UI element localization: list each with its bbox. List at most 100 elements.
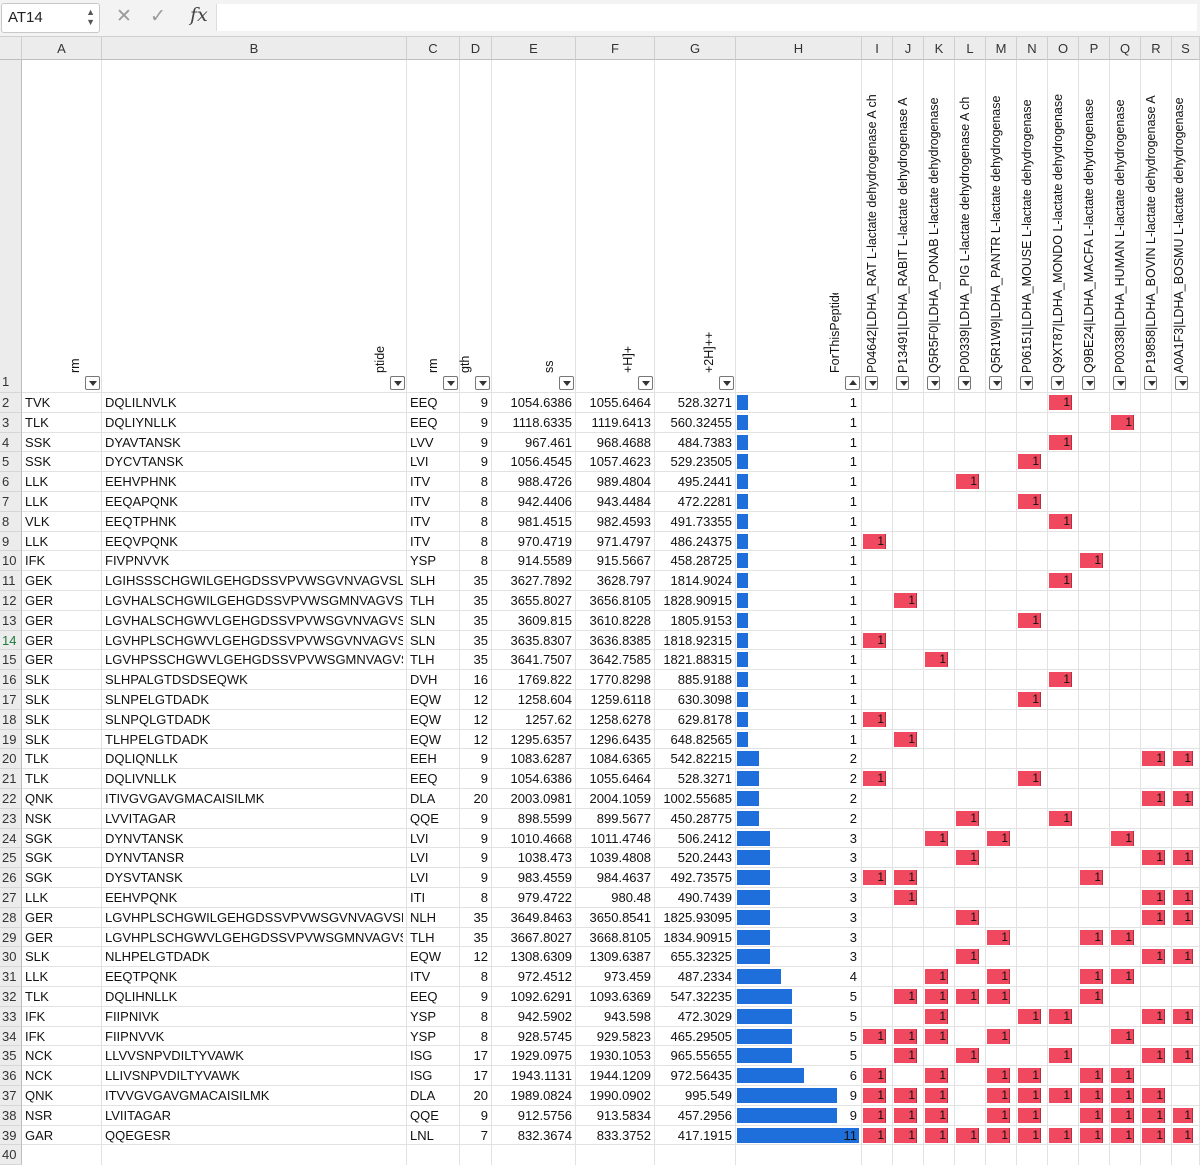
cell-c[interactable]: YSP (410, 553, 437, 569)
column-header-n[interactable]: N (1017, 37, 1048, 60)
column-header-a[interactable]: A (22, 37, 102, 60)
cell-e[interactable]: 1083.6287 (510, 751, 572, 767)
cell-h[interactable]: 2 (849, 810, 857, 826)
cell-c[interactable]: TLH (410, 593, 435, 608)
cell-f[interactable]: 3642.7585 (589, 652, 651, 668)
cell-f[interactable]: 2004.1059 (589, 791, 651, 806)
match-flag[interactable]: 1 (1142, 1088, 1165, 1103)
cell-f[interactable]: 968.4688 (596, 434, 651, 450)
match-flag[interactable]: 1 (987, 1028, 1010, 1044)
cell-a[interactable]: IFK (25, 1008, 46, 1024)
cell-g[interactable]: 529.23505 (670, 454, 732, 470)
cell-g[interactable]: 506.2412 (677, 830, 732, 846)
cell-b[interactable]: SLHPALGTDSDSEQWK (105, 672, 248, 688)
cell-c[interactable]: EEH (410, 751, 437, 767)
cell-f[interactable]: 1296.6435 (589, 731, 651, 747)
cell-c[interactable]: DLA (410, 1088, 436, 1103)
cell-g[interactable]: 885.9188 (677, 672, 732, 688)
match-flag[interactable]: 1 (925, 989, 948, 1004)
match-flag[interactable]: 1 (956, 909, 979, 925)
cell-g[interactable]: 1825.93095 (663, 909, 732, 925)
row-header[interactable]: 37 (0, 1086, 22, 1106)
cell-g[interactable]: 465.29505 (670, 1028, 732, 1044)
cell-d[interactable]: 8 (480, 969, 488, 985)
cell-h[interactable]: 1 (849, 711, 857, 727)
cell-e[interactable]: 3667.8027 (510, 929, 572, 945)
match-flag[interactable]: 1 (1173, 850, 1193, 866)
cell-g[interactable]: 492.73575 (670, 870, 732, 886)
cell-d[interactable]: 9 (480, 810, 488, 826)
row-header[interactable]: 33 (0, 1006, 22, 1027)
cell-a[interactable]: TLK (25, 751, 49, 767)
match-flag[interactable]: 1 (1049, 1008, 1072, 1024)
cell-d[interactable]: 35 (473, 573, 488, 589)
cell-c[interactable]: SLN (410, 632, 436, 648)
row-header[interactable]: 23 (0, 808, 22, 829)
cell-e[interactable]: 1118.6335 (512, 414, 572, 430)
row-header[interactable]: 26 (0, 868, 22, 888)
cell-g[interactable]: 630.3098 (677, 692, 732, 707)
match-flag[interactable]: 1 (894, 1048, 917, 1064)
cell-c[interactable]: NLH (410, 909, 437, 925)
cell-f[interactable]: 1039.4808 (589, 850, 651, 866)
filter-dropdown[interactable] (1082, 376, 1095, 390)
cell-b[interactable]: ITVVGVGAVGMACAISILMK (105, 1088, 270, 1103)
match-flag[interactable]: 1 (1080, 929, 1103, 945)
cell-b[interactable]: EEQVPQNK (105, 533, 178, 549)
match-flag[interactable]: 1 (1049, 395, 1072, 410)
cell-d[interactable]: 9 (480, 870, 488, 886)
column-header-f[interactable]: F (576, 37, 655, 60)
cell-f[interactable]: 982.4593 (596, 513, 651, 529)
cell-f[interactable]: 3668.8105 (589, 929, 651, 945)
cell-e[interactable]: 1038.473 (517, 850, 572, 866)
match-flag[interactable]: 1 (1080, 553, 1103, 569)
cell-b[interactable]: NLHPELGTDADK (105, 949, 210, 965)
row-header[interactable]: 18 (0, 709, 22, 730)
column-header-j[interactable]: J (893, 37, 924, 60)
cell-g[interactable]: 972.56435 (670, 1068, 732, 1084)
cell-e[interactable]: 1989.0824 (510, 1088, 572, 1103)
match-flag[interactable]: 1 (1080, 1127, 1103, 1143)
cell-g[interactable]: 472.3029 (677, 1008, 732, 1024)
cell-h[interactable]: 6 (849, 1068, 857, 1084)
cell-e[interactable]: 983.4559 (517, 870, 572, 886)
match-flag[interactable]: 1 (863, 771, 886, 787)
row-header[interactable]: 10 (0, 551, 22, 572)
filter-dropdown-b[interactable] (390, 376, 405, 390)
cell-e[interactable]: 988.4726 (517, 474, 572, 490)
cell-f[interactable]: 1930.1053 (589, 1048, 651, 1064)
cell-f[interactable]: 929.5823 (596, 1028, 651, 1044)
cell-b[interactable]: EEQTPHNK (105, 513, 177, 529)
row-header[interactable]: 27 (0, 888, 22, 908)
cell-e[interactable]: 928.5745 (517, 1028, 572, 1044)
cell-a[interactable]: LLK (25, 533, 49, 549)
cell-c[interactable]: LVI (410, 830, 429, 846)
row-header[interactable]: 7 (0, 492, 22, 512)
cell-b[interactable]: DQLIYNLLK (105, 414, 177, 430)
row-header[interactable]: 28 (0, 907, 22, 928)
cell-g[interactable]: 995.549 (685, 1088, 732, 1103)
cell-c[interactable]: DLA (410, 791, 436, 806)
cell-e[interactable]: 1054.6386 (510, 395, 572, 410)
column-header-s[interactable]: S (1172, 37, 1200, 60)
cell-g[interactable]: 520.2443 (677, 850, 732, 866)
cell-a[interactable]: QNK (25, 1088, 54, 1103)
row-header[interactable]: 2 (0, 393, 22, 413)
match-flag[interactable]: 1 (894, 1127, 917, 1143)
filter-dropdown[interactable] (1051, 376, 1064, 390)
match-flag[interactable]: 1 (1142, 1127, 1165, 1143)
cell-b[interactable]: LGVHPSSCHGWVLGEHGDSSVPVWSGMNVAGVSLK (105, 652, 403, 668)
row-header[interactable]: 19 (0, 729, 22, 750)
cell-a[interactable]: SLK (25, 711, 50, 727)
match-flag[interactable]: 1 (1080, 969, 1103, 985)
name-box[interactable]: AT14 ▲ ▼ (1, 3, 100, 33)
cell-d[interactable]: 35 (473, 632, 488, 648)
cell-a[interactable]: LLK (25, 474, 49, 490)
match-flag[interactable]: 1 (1173, 791, 1193, 806)
row-header[interactable]: 11 (0, 571, 22, 591)
cell-a[interactable]: SGK (25, 830, 53, 846)
cell-g[interactable]: 1821.88315 (663, 652, 732, 668)
cell-d[interactable]: 8 (480, 533, 488, 549)
cell-c[interactable]: EQW (410, 711, 442, 727)
cell-b[interactable]: LLVVSNPVDILTYVAWK (105, 1048, 244, 1064)
